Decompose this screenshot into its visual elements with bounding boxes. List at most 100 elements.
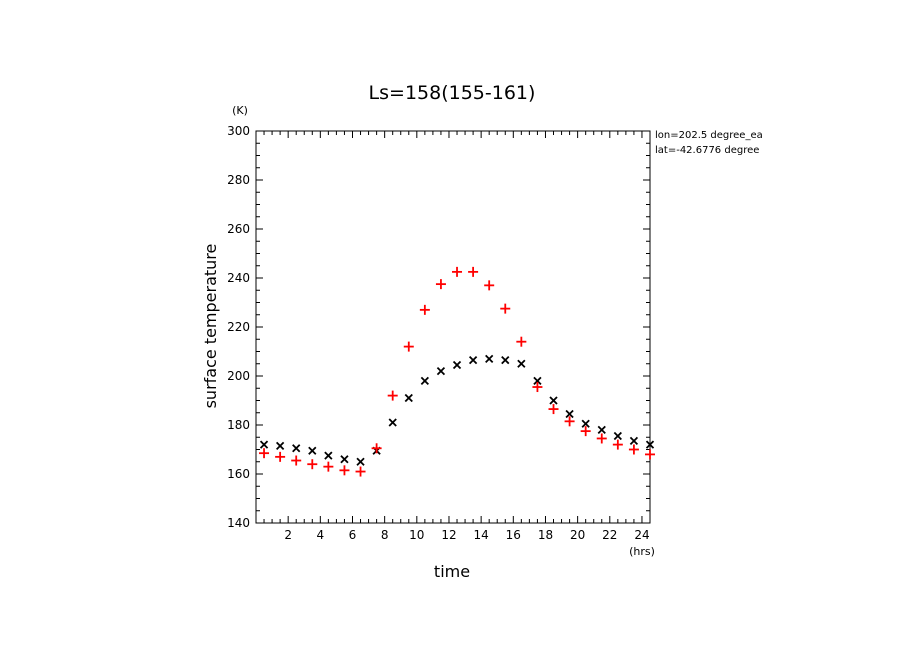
- y-tick-label: 140: [227, 516, 250, 530]
- plus-marker-point: [275, 451, 286, 462]
- x-marker-point: [452, 360, 462, 370]
- x-marker-point: [645, 440, 655, 449]
- marker-stroke: [340, 455, 349, 464]
- marker-stroke: [324, 451, 333, 460]
- marker-stroke: [581, 419, 590, 428]
- x-marker-point: [324, 451, 333, 460]
- marker-stroke: [645, 440, 655, 449]
- y-axis-unit: (K): [232, 104, 248, 117]
- marker-stroke: [501, 355, 510, 365]
- plus-marker-point: [580, 426, 591, 437]
- marker-stroke: [292, 444, 301, 453]
- y-tick-label: 160: [227, 467, 250, 481]
- x-marker-point: [517, 359, 526, 368]
- y-axis-label: surface temperature: [201, 244, 220, 409]
- data-marks: [259, 266, 655, 477]
- x-marker-point: [436, 366, 446, 376]
- marker-stroke: [436, 366, 446, 376]
- marker-stroke: [275, 441, 285, 450]
- plus-marker-point: [291, 455, 302, 466]
- plus-marker-point: [452, 266, 463, 277]
- plus-marker-point: [532, 382, 543, 393]
- x-tick-label: 16: [506, 528, 521, 542]
- marker-stroke: [517, 359, 526, 368]
- plus-marker-point: [307, 459, 318, 470]
- x-marker-point: [259, 440, 269, 449]
- x-tick-label: 24: [634, 528, 649, 542]
- x-marker-point: [275, 441, 285, 450]
- x-marker-point: [404, 393, 413, 403]
- plus-marker-point: [548, 404, 559, 415]
- marker-stroke: [388, 418, 397, 427]
- y-tick-label: 240: [227, 271, 250, 285]
- plus-marker-point: [468, 266, 479, 277]
- x-tick-label: 22: [602, 528, 617, 542]
- x-marker-point: [468, 355, 478, 365]
- x-marker-point: [613, 431, 622, 441]
- plus-marker-point: [516, 336, 527, 347]
- x-marker-point: [308, 446, 317, 455]
- x-tick-label: 14: [474, 528, 489, 542]
- marker-stroke: [565, 409, 574, 419]
- x-marker-point: [340, 455, 349, 464]
- marker-stroke: [452, 360, 462, 370]
- chart-title: Ls=158(155-161): [369, 82, 536, 104]
- x-marker-point: [533, 376, 542, 386]
- marker-stroke: [597, 425, 606, 435]
- x-tick-label: 18: [538, 528, 553, 542]
- plus-marker-point: [435, 279, 446, 290]
- y-tick-label: 200: [227, 369, 250, 383]
- plus-marker-point: [564, 416, 575, 427]
- plus-marker-point: [323, 461, 334, 472]
- marker-stroke: [613, 431, 622, 441]
- x-marker-point: [292, 444, 301, 453]
- x-marker-point: [388, 418, 397, 427]
- x-axis-label: time: [434, 562, 470, 581]
- marker-stroke: [468, 355, 478, 365]
- x-tick-label: 20: [570, 528, 585, 542]
- plus-marker-point: [259, 448, 270, 459]
- marker-stroke: [404, 393, 413, 403]
- x-marker-point: [485, 354, 494, 363]
- marker-stroke: [356, 457, 365, 466]
- y-tick-label: 220: [227, 320, 250, 334]
- x-tick-label: 6: [349, 528, 357, 542]
- plus-marker-point: [500, 303, 511, 314]
- marker-stroke: [533, 376, 542, 386]
- marker-stroke: [420, 376, 429, 386]
- latitude-annotation: lat=-42.6776 degree: [655, 145, 759, 156]
- plus-marker-point: [403, 341, 414, 352]
- x-marker-point: [420, 376, 429, 386]
- marker-stroke: [485, 354, 494, 363]
- x-marker-point: [597, 425, 606, 435]
- x-marker-point: [565, 409, 574, 419]
- plus-marker-point: [355, 466, 366, 477]
- plus-marker-point: [612, 439, 623, 450]
- x-marker-point: [629, 436, 639, 446]
- marker-stroke: [259, 440, 269, 449]
- marker-stroke: [308, 446, 317, 455]
- plus-marker-point: [596, 433, 607, 444]
- x-tick-label: 4: [317, 528, 325, 542]
- x-marker-point: [356, 457, 365, 466]
- marker-stroke: [629, 436, 639, 446]
- x-tick-label: 2: [284, 528, 292, 542]
- x-tick-label: 10: [409, 528, 424, 542]
- x-tick-label: 8: [381, 528, 389, 542]
- longitude-annotation: lon=202.5 degree_ea: [655, 130, 763, 141]
- y-tick-label: 180: [227, 418, 250, 432]
- plus-marker-point: [387, 390, 398, 401]
- y-tick-label: 280: [227, 173, 250, 187]
- plus-marker-point: [419, 304, 430, 315]
- x-axis-unit: (hrs): [629, 545, 655, 558]
- x-tick-label: 12: [441, 528, 456, 542]
- x-marker-point: [501, 355, 510, 365]
- plus-marker-point: [628, 444, 639, 455]
- plus-marker-point: [371, 443, 382, 454]
- x-marker-point: [549, 396, 558, 405]
- plus-marker-point: [339, 465, 350, 476]
- y-tick-label: 260: [227, 222, 250, 236]
- plus-marker-point: [484, 280, 495, 291]
